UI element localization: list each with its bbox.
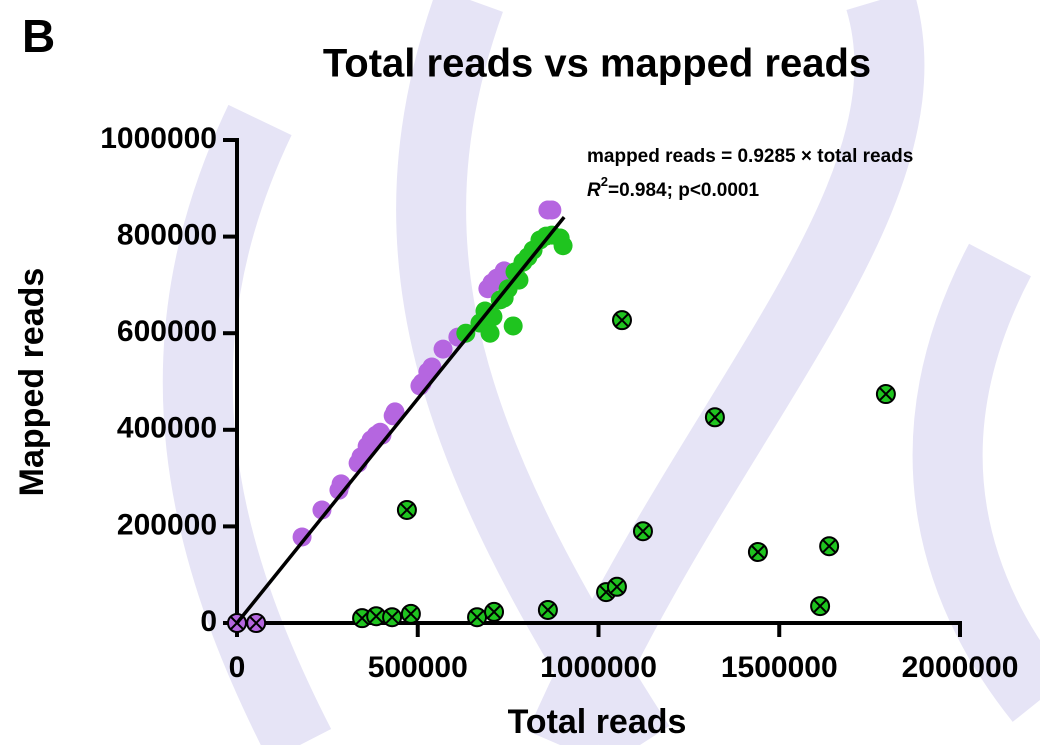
y-tick-label: 400000 <box>117 412 217 445</box>
x-tick-label: 1500000 <box>721 651 838 684</box>
x-tick-label: 500000 <box>368 651 468 684</box>
point <box>875 384 896 405</box>
point-body <box>456 323 476 343</box>
point <box>606 576 627 597</box>
point <box>483 307 503 327</box>
background-pattern <box>162 0 1040 745</box>
point-cross <box>487 605 501 619</box>
point <box>611 310 632 331</box>
x-axis-label: Total reads <box>508 703 687 741</box>
point-cross <box>249 616 263 630</box>
point <box>292 527 312 547</box>
point <box>810 596 831 617</box>
point <box>433 339 453 359</box>
point <box>467 607 488 628</box>
y-tick-label: 600000 <box>117 315 217 348</box>
point-cross <box>470 610 484 624</box>
point <box>246 613 267 633</box>
point-cross <box>615 313 629 327</box>
point-cross <box>385 610 399 624</box>
annotation: mapped reads = 0.9285 × total reads <box>587 146 913 167</box>
point-body <box>542 200 562 220</box>
point-cross <box>369 609 383 623</box>
point-body <box>292 527 312 547</box>
point-body <box>433 339 453 359</box>
bg-strand <box>162 104 332 745</box>
fit-line <box>235 216 566 625</box>
point <box>385 402 405 422</box>
point <box>366 606 387 627</box>
point <box>704 407 725 428</box>
point-body <box>312 500 332 520</box>
point-cross <box>879 387 893 401</box>
y-tick-label: 1000000 <box>100 122 217 155</box>
y-tick-label: 800000 <box>117 219 217 252</box>
point <box>819 536 840 557</box>
point-cross <box>541 603 555 617</box>
point-cross <box>708 410 722 424</box>
point-cross <box>822 539 836 553</box>
point-cross <box>610 580 624 594</box>
point-cross <box>636 524 650 538</box>
y-axis-label: Mapped reads <box>13 268 51 497</box>
annotation-text: =0.984; p<0.0001 <box>608 180 759 201</box>
point-body <box>553 236 573 256</box>
point <box>632 521 653 542</box>
point-cross <box>355 611 369 625</box>
annotation-italic: R <box>587 180 601 201</box>
point-cross <box>404 607 418 621</box>
x-tick-label: 1000000 <box>540 651 657 684</box>
y-tick-label: 200000 <box>117 508 217 541</box>
point <box>503 316 523 336</box>
annotation-superscript: 2 <box>601 174 608 189</box>
point <box>382 607 403 628</box>
chart-title: Total reads vs mapped reads <box>323 42 871 86</box>
x-tick-label: 2000000 <box>902 651 1019 684</box>
point <box>553 236 573 256</box>
point-body <box>385 402 405 422</box>
bg-strand <box>912 243 1040 722</box>
y-tick-label: 0 <box>200 605 217 638</box>
point <box>480 323 500 343</box>
point <box>747 541 768 562</box>
panel-label: B <box>22 10 55 62</box>
point <box>537 599 558 620</box>
point-body <box>509 270 529 290</box>
x-tick-label: 0 <box>229 651 246 684</box>
point-body <box>483 307 503 327</box>
point <box>422 357 442 377</box>
point-body <box>503 316 523 336</box>
annotation: R2=0.984; p<0.0001 <box>587 174 759 201</box>
point-body <box>480 323 500 343</box>
point-body <box>422 357 442 377</box>
bg-strand <box>527 0 925 745</box>
point <box>542 200 562 220</box>
point <box>400 603 421 624</box>
point <box>396 499 417 520</box>
point-cross <box>751 545 765 559</box>
point <box>312 500 332 520</box>
point <box>484 601 505 622</box>
point-cross <box>813 599 827 613</box>
point-cross <box>400 503 414 517</box>
point <box>509 270 529 290</box>
point <box>456 323 476 343</box>
